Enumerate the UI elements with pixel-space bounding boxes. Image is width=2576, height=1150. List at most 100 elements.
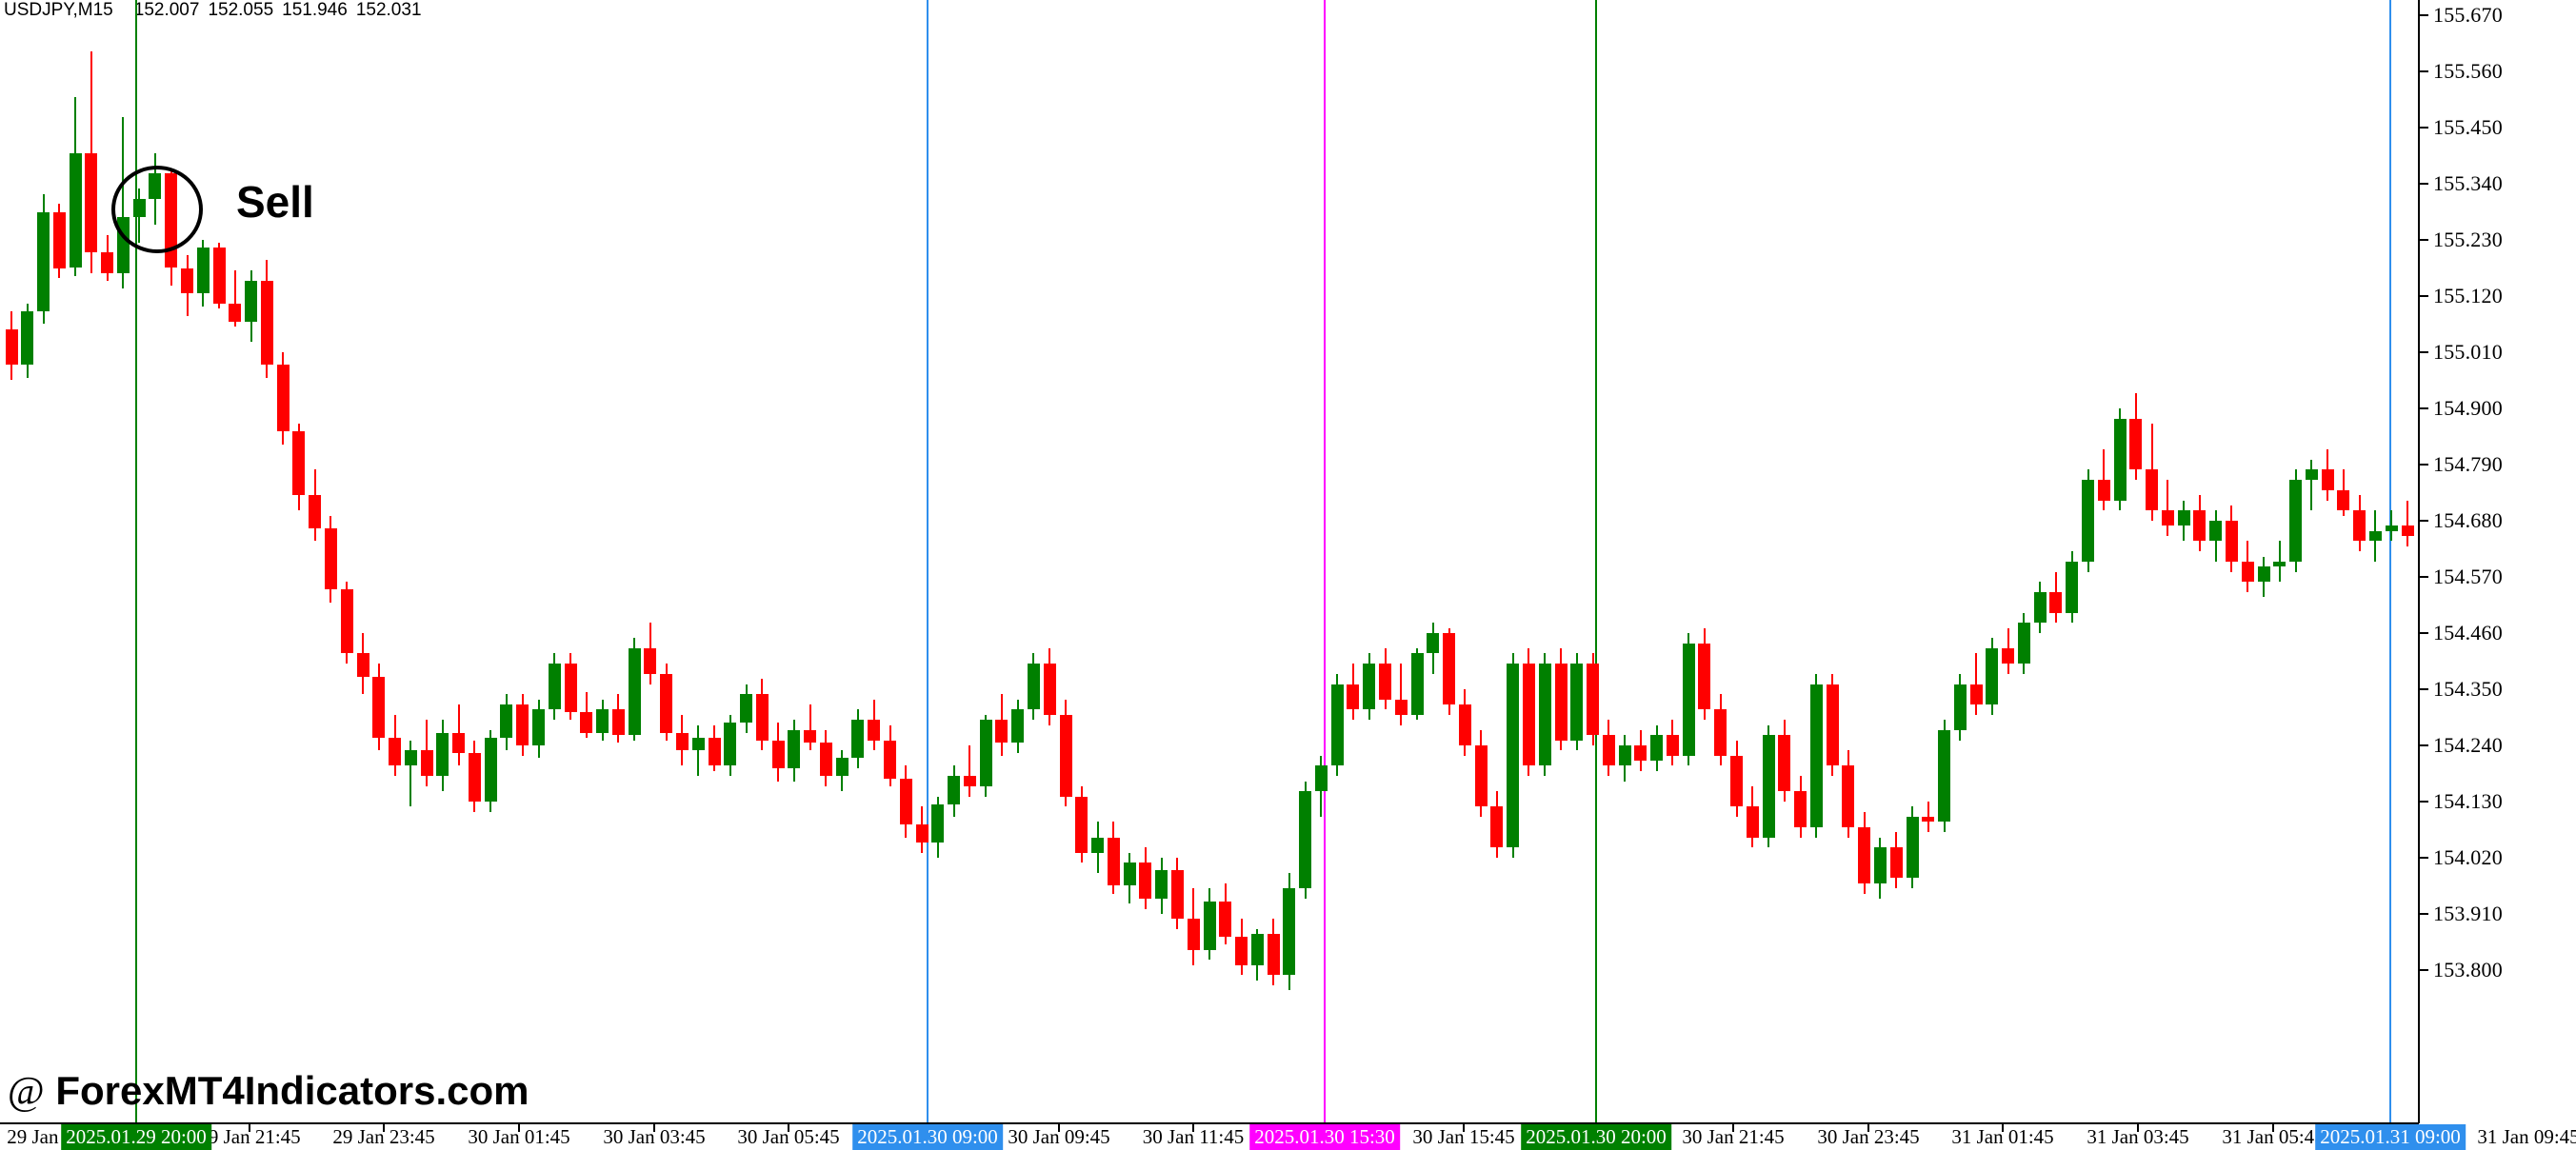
candle-body (1347, 684, 1360, 710)
time-axis-label: 30 Jan 05:45 (737, 1125, 840, 1148)
sell-annotation-label: Sell (236, 176, 314, 227)
candle-body (229, 304, 242, 322)
time-axis-label: 30 Jan 21:45 (1682, 1125, 1785, 1148)
candle-body (181, 268, 193, 294)
candle-body (532, 709, 546, 745)
candle-body (1027, 664, 1040, 710)
candle-body (1250, 934, 1264, 965)
price-plot-area[interactable]: Sell @ ForexMT4Indicators.com (0, 0, 2419, 1124)
candle-body (931, 803, 945, 843)
price-tick (2420, 913, 2428, 915)
candle-body (324, 528, 337, 590)
time-tick (1058, 1124, 1060, 1132)
candle-body (1602, 735, 1615, 766)
price-axis-label: 153.910 (2433, 902, 2503, 925)
candle-body (899, 778, 912, 825)
time-tick (653, 1124, 655, 1132)
candle-body (596, 709, 609, 733)
candle-body (1363, 664, 1376, 710)
sell-signal-circle-icon (111, 166, 203, 253)
candle-body (660, 673, 673, 733)
candle-body (292, 431, 306, 496)
session-line-london-open-jan30-0900 (927, 0, 929, 1123)
price-tick (2420, 857, 2428, 859)
session-line-london-open-jan31-0900 (2389, 0, 2391, 1123)
candle-body (691, 737, 705, 751)
candle-body (1778, 735, 1791, 792)
candle-body (1059, 714, 1072, 797)
time-axis[interactable]: 29 Jan 2025 2025.01.29 20:00 29 Jan 21:45 2… (0, 1124, 2576, 1150)
candle-body (356, 653, 369, 677)
at-symbol-icon: @ (8, 1070, 45, 1114)
candle-body (851, 720, 865, 759)
price-tick (2420, 688, 2428, 690)
candle-body (1634, 745, 1647, 762)
ohlc-open-value: 152.007 (133, 0, 200, 20)
time-axis-label: 29 Jan 21:45 (198, 1125, 301, 1148)
candle-body (1906, 817, 1919, 879)
candle-body (1075, 796, 1088, 853)
candle-body (2129, 418, 2143, 470)
candle-body (2146, 469, 2159, 511)
price-tick (2420, 464, 2428, 466)
candle-body (1938, 729, 1951, 823)
price-axis-label: 155.450 (2433, 115, 2503, 139)
price-tick (2420, 632, 2428, 634)
candle-body (1394, 699, 1408, 715)
candle-body (819, 743, 832, 777)
candle-body (389, 737, 402, 766)
candle-body (1794, 791, 1807, 827)
candle-body (564, 664, 577, 713)
candle-body (755, 694, 769, 741)
price-axis-label: 155.560 (2433, 59, 2503, 83)
candle-body (1187, 919, 1200, 950)
session-line-newyork-jan30-1530 (1324, 0, 1326, 1123)
candle-body (1986, 648, 1999, 705)
ohlc-low-value: 151.946 (282, 0, 348, 20)
price-axis-label: 155.670 (2433, 3, 2503, 27)
candle-body (1522, 664, 1535, 766)
price-axis-label: 154.020 (2433, 845, 2503, 869)
candle-body (1299, 791, 1312, 889)
candle-body (420, 750, 433, 777)
candle-body (468, 753, 481, 802)
price-tick (2420, 70, 2428, 72)
time-tick (1732, 1124, 1734, 1132)
candle-body (1570, 664, 1584, 741)
candle-body (1443, 633, 1456, 705)
price-axis-label: 155.120 (2433, 284, 2503, 307)
time-tick (2137, 1124, 2139, 1132)
price-axis-label: 154.130 (2433, 789, 2503, 813)
candle-body (1762, 735, 1775, 838)
time-axis-label: 31 Jan 01:45 (1951, 1125, 2054, 1148)
time-axis-label: 31 Jan 03:45 (2087, 1125, 2189, 1148)
candle-body (1842, 765, 1855, 827)
candle-body (884, 740, 897, 779)
candle-wick (968, 745, 971, 797)
time-axis-label: 30 Jan 11:45 (1142, 1125, 1245, 1148)
price-axis[interactable]: 155.670 155.560 155.450 155.340 155.230 155.1… (2420, 0, 2576, 1123)
candle-wick (233, 270, 236, 327)
price-axis-label: 155.340 (2433, 171, 2503, 195)
candle-body (2033, 592, 2047, 624)
price-axis-label: 154.460 (2433, 621, 2503, 644)
time-axis-highlight-label: 2025.01.30 09:00 (852, 1124, 1003, 1150)
candle-body (1458, 704, 1471, 745)
candle-body (868, 720, 881, 741)
candle-body (1170, 870, 1184, 920)
price-tick (2420, 183, 2428, 185)
candle-body (1969, 684, 1983, 705)
candle-wick (2167, 480, 2169, 537)
price-tick (2420, 14, 2428, 16)
candle-body (1267, 934, 1280, 976)
candle-body (1587, 664, 1600, 736)
candle-body (2321, 469, 2334, 490)
time-axis-label: 30 Jan 01:45 (468, 1125, 570, 1148)
price-tick (2420, 576, 2428, 578)
ohlc-close-value: 152.031 (355, 0, 422, 20)
candle-wick (409, 740, 412, 807)
candle-wick (1400, 664, 1403, 725)
candle-body (1427, 633, 1440, 654)
time-axis-label: 30 Jan 23:45 (1817, 1125, 1920, 1148)
candle-body (1858, 826, 1871, 883)
